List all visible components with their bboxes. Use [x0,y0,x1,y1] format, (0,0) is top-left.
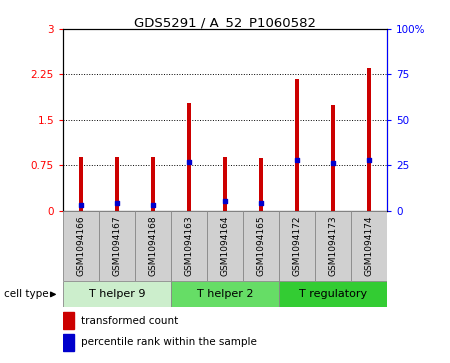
Bar [63,334,74,351]
Bar [207,211,243,281]
Bar [187,103,191,211]
Bar [79,157,83,211]
Bar [243,211,279,281]
Point [293,157,301,163]
Text: GSM1094174: GSM1094174 [364,216,373,276]
Bar [279,281,387,307]
Point [257,200,265,206]
Bar [295,79,299,211]
Text: T helper 2: T helper 2 [197,289,253,299]
Point [221,199,229,204]
Point [365,157,373,163]
Text: GSM1094172: GSM1094172 [292,216,302,276]
Text: transformed count: transformed count [81,315,178,326]
Point [149,202,157,208]
Text: GSM1094166: GSM1094166 [76,216,86,276]
Text: GSM1094167: GSM1094167 [112,216,122,276]
Bar [351,211,387,281]
Bar [171,211,207,281]
Bar [171,281,279,307]
Text: percentile rank within the sample: percentile rank within the sample [81,337,256,347]
Text: GSM1094165: GSM1094165 [256,216,266,276]
Text: T helper 9: T helper 9 [89,289,145,299]
Bar [367,68,371,211]
Text: GSM1094173: GSM1094173 [328,216,338,276]
Text: GSM1094163: GSM1094163 [184,216,194,276]
Bar [223,157,227,211]
Bar [63,312,74,329]
Bar [315,211,351,281]
Bar [63,281,171,307]
Text: GSM1094168: GSM1094168 [148,216,157,276]
Bar [279,211,315,281]
Bar [115,157,119,211]
Text: GSM1094164: GSM1094164 [220,216,230,276]
Text: T regulatory: T regulatory [299,289,367,299]
Text: cell type: cell type [4,289,49,299]
Bar [331,105,335,211]
Point [185,159,193,164]
Bar [63,211,99,281]
Text: GDS5291 / A_52_P1060582: GDS5291 / A_52_P1060582 [134,16,316,29]
Bar [99,211,135,281]
Bar [259,158,263,211]
Bar [135,211,171,281]
Bar [151,157,155,211]
Point [329,160,337,166]
Point [77,202,85,208]
Point [113,200,121,206]
